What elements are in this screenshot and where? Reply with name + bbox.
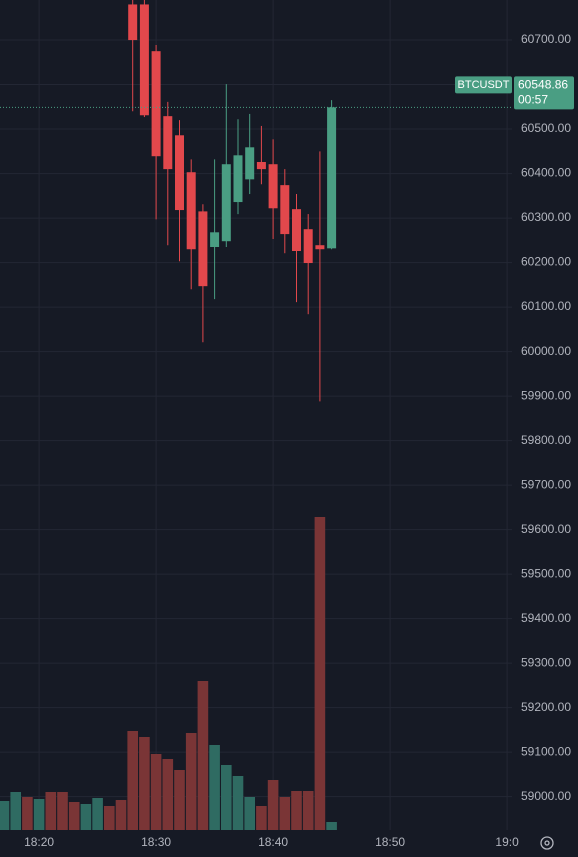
volume-bar (57, 792, 68, 830)
candle-body (221, 164, 231, 242)
volume-bar (302, 791, 314, 830)
candle-body (186, 172, 196, 250)
price-label: 60548.86 (518, 77, 568, 91)
volume-bar (150, 754, 162, 830)
y-tick-label: 59000.00 (521, 789, 571, 803)
y-tick-label: 60100.00 (521, 299, 571, 313)
y-tick-label: 60400.00 (521, 166, 571, 180)
x-tick-label: 18:50 (375, 835, 405, 849)
y-tick-label: 60000.00 (521, 344, 571, 358)
candle-body (210, 232, 220, 247)
volume-bar (162, 759, 174, 830)
volume-bar (221, 765, 232, 830)
settings-gear[interactable] (540, 836, 554, 850)
candle-body (163, 116, 173, 170)
x-tick-label: 19:0 (495, 835, 519, 849)
y-tick-label: 59200.00 (521, 700, 571, 714)
volume-bar (22, 797, 33, 830)
y-tick-label: 60500.00 (521, 121, 571, 135)
volume-bar (209, 745, 220, 830)
y-tick-label: 59300.00 (521, 655, 571, 669)
grid (0, 0, 512, 830)
volume-bar (10, 792, 21, 830)
x-tick-label: 18:40 (258, 835, 288, 849)
candle-body (292, 209, 301, 252)
volume-bar (104, 806, 115, 830)
y-tick-label: 60200.00 (521, 255, 571, 269)
y-tick-label: 59500.00 (521, 566, 571, 580)
countdown-label: 00:57 (518, 92, 548, 106)
y-tick-label: 59700.00 (521, 477, 571, 491)
volume-bar (279, 797, 291, 830)
volume-bar (291, 791, 302, 830)
y-tick-label: 59800.00 (521, 433, 571, 447)
volume-bar (174, 770, 185, 830)
candle-body (268, 164, 278, 209)
y-tick-label: 59900.00 (521, 388, 571, 402)
symbol-label: BTCUSDT (458, 79, 510, 91)
volume-bar (127, 731, 138, 830)
volume-bar (244, 797, 255, 830)
x-tick-label: 18:30 (141, 835, 171, 849)
volume-bar (45, 792, 57, 830)
symbol-box (455, 76, 512, 94)
volume-bar (0, 801, 10, 830)
x-tick-label: 18:20 (24, 835, 54, 849)
candle-body (303, 229, 313, 264)
candle-body (151, 51, 161, 157)
candle-body (233, 155, 243, 203)
volume-bar (314, 517, 326, 830)
candle-body (245, 147, 255, 180)
volume-bar (326, 822, 337, 830)
volume-bar (267, 780, 279, 830)
y-tick-label: 59100.00 (521, 744, 571, 758)
volume-bar (256, 806, 267, 830)
candle-body (327, 107, 337, 249)
candle-body (128, 4, 138, 41)
settings-center[interactable] (544, 840, 550, 846)
candle-body (175, 135, 184, 211)
candle-body (198, 211, 208, 287)
volume-bar (68, 802, 80, 830)
volume-bar (139, 737, 150, 830)
candle-body (280, 185, 290, 235)
volume-bar (80, 804, 92, 830)
volume-bar (185, 733, 197, 830)
price-box (514, 76, 574, 110)
candle-body (315, 245, 325, 250)
volume-bar (33, 799, 45, 830)
y-tick-label: 59600.00 (521, 522, 571, 536)
candle-body (139, 4, 149, 116)
y-tick-label: 59400.00 (521, 611, 571, 625)
candle-body (256, 161, 266, 170)
y-tick-label: 60700.00 (521, 32, 571, 46)
volume (0, 517, 337, 830)
y-tick-label: 60800.00 (521, 0, 571, 2)
volume-bar (115, 800, 127, 830)
volume-bar (232, 776, 244, 830)
volume-bar (92, 798, 103, 830)
candles (128, 0, 337, 402)
y-tick-label: 60300.00 (521, 210, 571, 224)
volume-bar (197, 681, 209, 830)
settings-icon[interactable] (540, 836, 554, 850)
